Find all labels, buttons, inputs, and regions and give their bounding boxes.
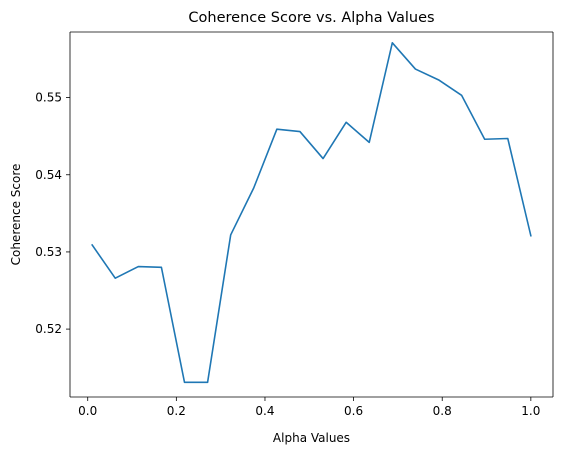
axes-spines (69, 31, 554, 398)
y-axis-label: Coherence Score (9, 164, 23, 266)
x-tick-label: 0.8 (433, 404, 452, 418)
x-tick-label: 0.6 (344, 404, 363, 418)
x-axis-ticks: 0.0 0.2 0.4 0.6 0.8 1.0 (78, 397, 540, 418)
series-group (91, 41, 532, 384)
x-axis-label: Alpha Values (273, 431, 350, 445)
y-tick-label: 0.55 (35, 91, 62, 105)
x-tick-label: 1.0 (521, 404, 540, 418)
chart-title: Coherence Score vs. Alpha Values (188, 10, 434, 26)
y-tick-label: 0.54 (35, 168, 62, 182)
x-tick-label: 0.4 (255, 404, 274, 418)
series-line (91, 41, 532, 384)
y-axis-ticks: 0.52 0.53 0.54 0.55 (35, 91, 70, 336)
y-tick-label: 0.52 (35, 322, 62, 336)
x-tick-label: 0.2 (167, 404, 186, 418)
x-tick-label: 0.0 (78, 404, 97, 418)
plot-frame (70, 32, 553, 397)
y-tick-label: 0.53 (35, 245, 62, 259)
